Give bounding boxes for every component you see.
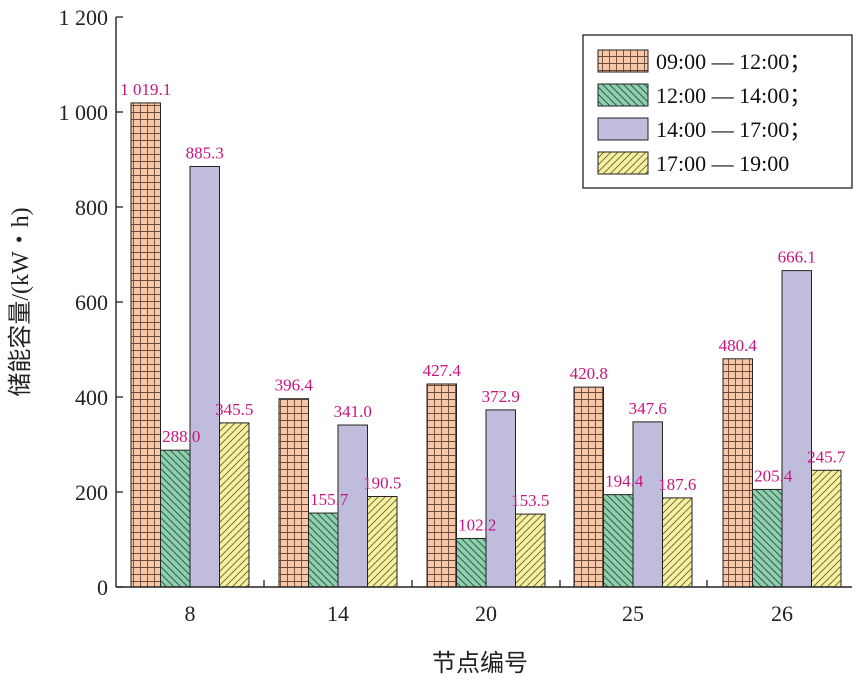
- x-tick-label: 8: [185, 601, 196, 626]
- data-label: 194.4: [605, 472, 644, 491]
- x-axis-title: 节点编号: [432, 650, 528, 677]
- data-label: 187.6: [658, 475, 696, 494]
- data-label: 347.6: [629, 399, 667, 418]
- y-tick-label: 600: [75, 290, 108, 315]
- data-label: 1 019.1: [120, 80, 171, 99]
- data-label: 102.2: [458, 515, 496, 534]
- bar-25-series-4: [662, 497, 693, 588]
- data-label: 420.8: [570, 364, 608, 383]
- y-tick-label: 800: [75, 195, 108, 220]
- data-label: 885.3: [186, 143, 224, 162]
- bar-26-series-1: [722, 358, 753, 588]
- y-tick-label: 200: [75, 480, 108, 505]
- bar-8-series-3: [189, 165, 220, 588]
- data-label: 372.9: [482, 387, 520, 406]
- bar-20-series-4: [515, 513, 546, 588]
- bar-8-series-1: [130, 102, 161, 588]
- bar-25-series-1: [573, 386, 604, 588]
- data-label: 245.7: [807, 447, 846, 466]
- x-tick-label: 20: [475, 601, 497, 626]
- data-label: 341.0: [334, 402, 372, 421]
- bar-14-series-4: [367, 496, 398, 588]
- y-tick-label: 1 200: [59, 5, 109, 30]
- bars-layer: [130, 102, 842, 588]
- data-labels-layer: 1 019.1 396.4 427.4 420.8 480.4 288.0 155.7 102…: [120, 80, 846, 535]
- bar-8-series-2: [160, 449, 191, 588]
- bar-25-series-3: [632, 421, 663, 588]
- axes-layer: 0 200 400 600 800 1 000 1 200 8 14 20 25 26 节点编号 储能容量…: [7, 5, 852, 677]
- y-tick-label: 400: [75, 385, 108, 410]
- y-axis-title: 储能容量/(kW・h): [7, 207, 34, 396]
- bar-14-series-3: [337, 424, 368, 588]
- data-label: 288.0: [162, 427, 200, 446]
- data-label: 190.5: [363, 474, 401, 493]
- data-label: 427.4: [423, 361, 462, 380]
- data-label: 396.4: [275, 376, 314, 395]
- legend-swatch-2: [597, 83, 649, 107]
- x-tick-label: 14: [327, 601, 349, 626]
- data-label: 205.4: [754, 466, 793, 485]
- y-tick-label: 1 000: [59, 100, 109, 125]
- legend-swatch-4: [597, 151, 649, 175]
- legend-label-4: 17:00 — 19:00: [656, 151, 789, 176]
- bar-25-series-2: [603, 494, 634, 588]
- data-label: 666.1: [778, 248, 816, 267]
- data-label: 155.7: [310, 490, 349, 509]
- legend-swatch-1: [597, 49, 649, 73]
- data-label: 153.5: [511, 491, 549, 510]
- legend-label-2: 12:00 — 14:00；: [656, 83, 811, 108]
- bar-26-series-4: [811, 469, 842, 588]
- legend-swatch-3: [597, 117, 649, 141]
- bar-14-series-1: [278, 398, 309, 588]
- bar-20-series-1: [426, 383, 457, 588]
- x-tick-label: 26: [771, 601, 793, 626]
- legend: 09:00 — 12:00； 12:00 — 14:00； 14:00 — 17:0…: [582, 34, 853, 189]
- legend-label-3: 14:00 — 17:00；: [656, 117, 811, 142]
- data-label: 345.5: [215, 400, 253, 419]
- y-tick-label: 0: [97, 575, 108, 600]
- bar-20-series-2: [456, 537, 487, 588]
- legend-label-1: 09:00 — 12:00；: [656, 49, 811, 74]
- bar-26-series-3: [781, 270, 812, 588]
- bar-26-series-2: [752, 488, 783, 588]
- data-label: 480.4: [719, 336, 758, 355]
- bar-14-series-2: [308, 512, 339, 588]
- x-tick-label: 25: [622, 601, 644, 626]
- bar-8-series-4: [219, 422, 250, 588]
